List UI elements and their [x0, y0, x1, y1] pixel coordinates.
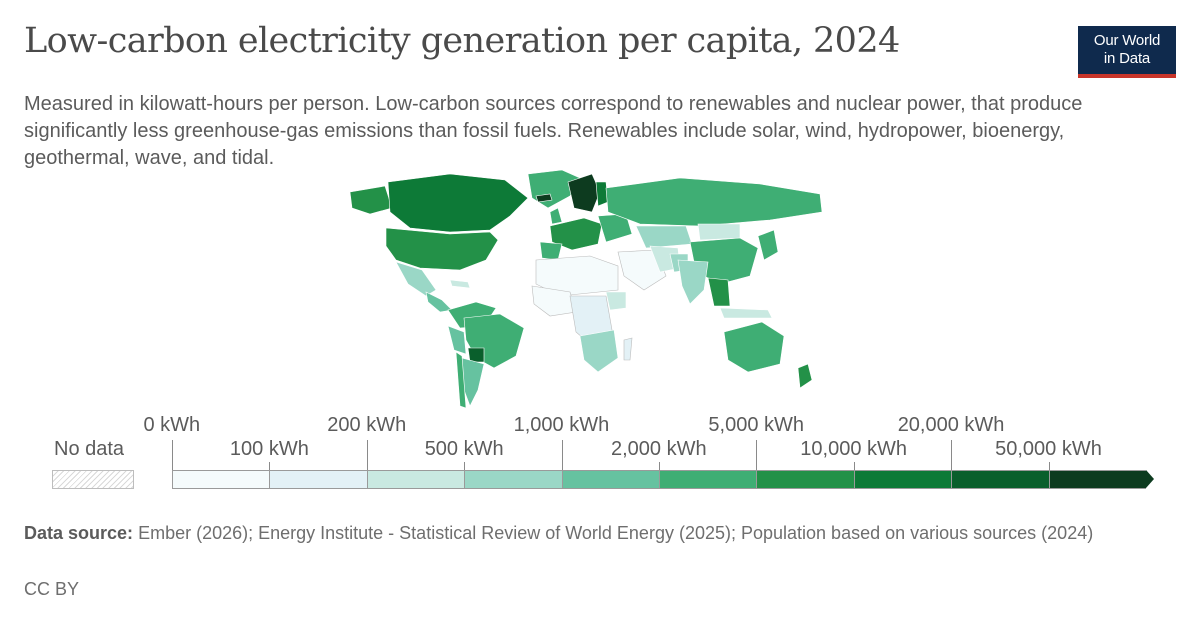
region-alaska [349, 185, 393, 215]
legend-leader-lower-2 [659, 462, 660, 470]
region-usa [385, 227, 499, 271]
legend-leader-upper-2 [561, 440, 563, 470]
region-mexico [395, 261, 437, 297]
legend-leader-upper-3 [756, 440, 758, 470]
legend-bin-7[interactable] [853, 470, 952, 489]
legend-leader-lower-0 [269, 462, 271, 470]
legend-tick-lower-2: 2,000 kWh [611, 438, 707, 460]
legend-bin-8[interactable] [951, 470, 1049, 489]
legend-tick-upper-2: 1,000 kWh [513, 414, 610, 436]
owid-logo[interactable]: Our World in Data [1078, 26, 1176, 78]
logo-line-2: in Data [1103, 50, 1151, 67]
region-north-africa [535, 255, 619, 297]
region-central-america [425, 291, 453, 313]
region-mongolia [697, 223, 741, 241]
region-new-zealand [797, 363, 813, 389]
region-kazakhstan [635, 225, 693, 249]
region-uk [549, 207, 563, 225]
legend-bin-2[interactable] [366, 470, 465, 489]
region-western-europe [549, 217, 603, 251]
world-map[interactable] [300, 168, 860, 413]
chart-title: Low-carbon electricity generation per ca… [24, 21, 900, 61]
license: CC BY [24, 579, 80, 599]
legend-bin-4[interactable] [561, 470, 659, 489]
region-ethiopia [605, 291, 627, 311]
legend-no-data-swatch [52, 470, 134, 489]
logo-line-1: Our World [1093, 32, 1161, 49]
legend-tick-upper-3: 5,000 kWh [708, 414, 804, 436]
region-west-africa [531, 285, 577, 317]
legend-leader-lower-1 [464, 462, 466, 470]
region-peru [447, 325, 467, 355]
legend-bin-0[interactable] [172, 470, 270, 489]
legend-leader-lower-3 [853, 462, 855, 470]
legend-arrow [1146, 470, 1154, 488]
legend-bin-1[interactable] [269, 470, 367, 489]
region-chile [455, 351, 467, 409]
region-southeast-asia [707, 277, 731, 307]
region-iceland [535, 193, 553, 203]
region-iberia [539, 241, 563, 261]
legend-tick-upper-4: 20,000 kWh [897, 414, 1005, 436]
legend-bin-3[interactable] [464, 470, 562, 489]
region-southern-africa [579, 329, 619, 373]
legend-leader-lower-4 [1048, 462, 1050, 470]
legend-leader-upper-1 [366, 440, 368, 470]
legend-tick-upper-1: 200 kWh [327, 414, 407, 436]
region-madagascar [623, 337, 633, 361]
region-caribbean [449, 279, 471, 289]
legend-tick-lower-4: 50,000 kWh [995, 438, 1102, 460]
legend-bin-6[interactable] [756, 470, 854, 489]
region-india [677, 259, 709, 305]
legend-bin-5[interactable] [659, 470, 757, 489]
region-canada [387, 173, 529, 233]
chart-subtitle: Measured in kilowatt-hours per person. L… [24, 93, 1083, 169]
region-korea-japan [757, 229, 779, 261]
region-indonesia [719, 307, 773, 319]
legend-leader-upper-4 [951, 440, 953, 470]
legend-tick-lower-3: 10,000 kWh [800, 438, 908, 460]
region-russia [605, 177, 823, 227]
legend-no-data-label: No data [54, 438, 125, 460]
region-australia [723, 321, 785, 373]
data-source: Data source: Ember (2026); Energy Instit… [24, 521, 1144, 546]
region-middle-east [617, 249, 667, 291]
data-source-text: Ember (2026); Energy Institute - Statist… [138, 523, 1094, 543]
legend-tick-lower-1: 500 kWh [424, 438, 504, 460]
legend-leader-upper-0 [172, 440, 173, 470]
legend-tick-lower-0: 100 kWh [229, 438, 309, 460]
data-source-label: Data source: [24, 523, 134, 543]
region-scandinavia [567, 173, 601, 213]
legend-tick-upper-0: 0 kWh [143, 414, 201, 436]
region-paraguay [467, 347, 485, 363]
legend-bin-9[interactable] [1048, 470, 1146, 489]
